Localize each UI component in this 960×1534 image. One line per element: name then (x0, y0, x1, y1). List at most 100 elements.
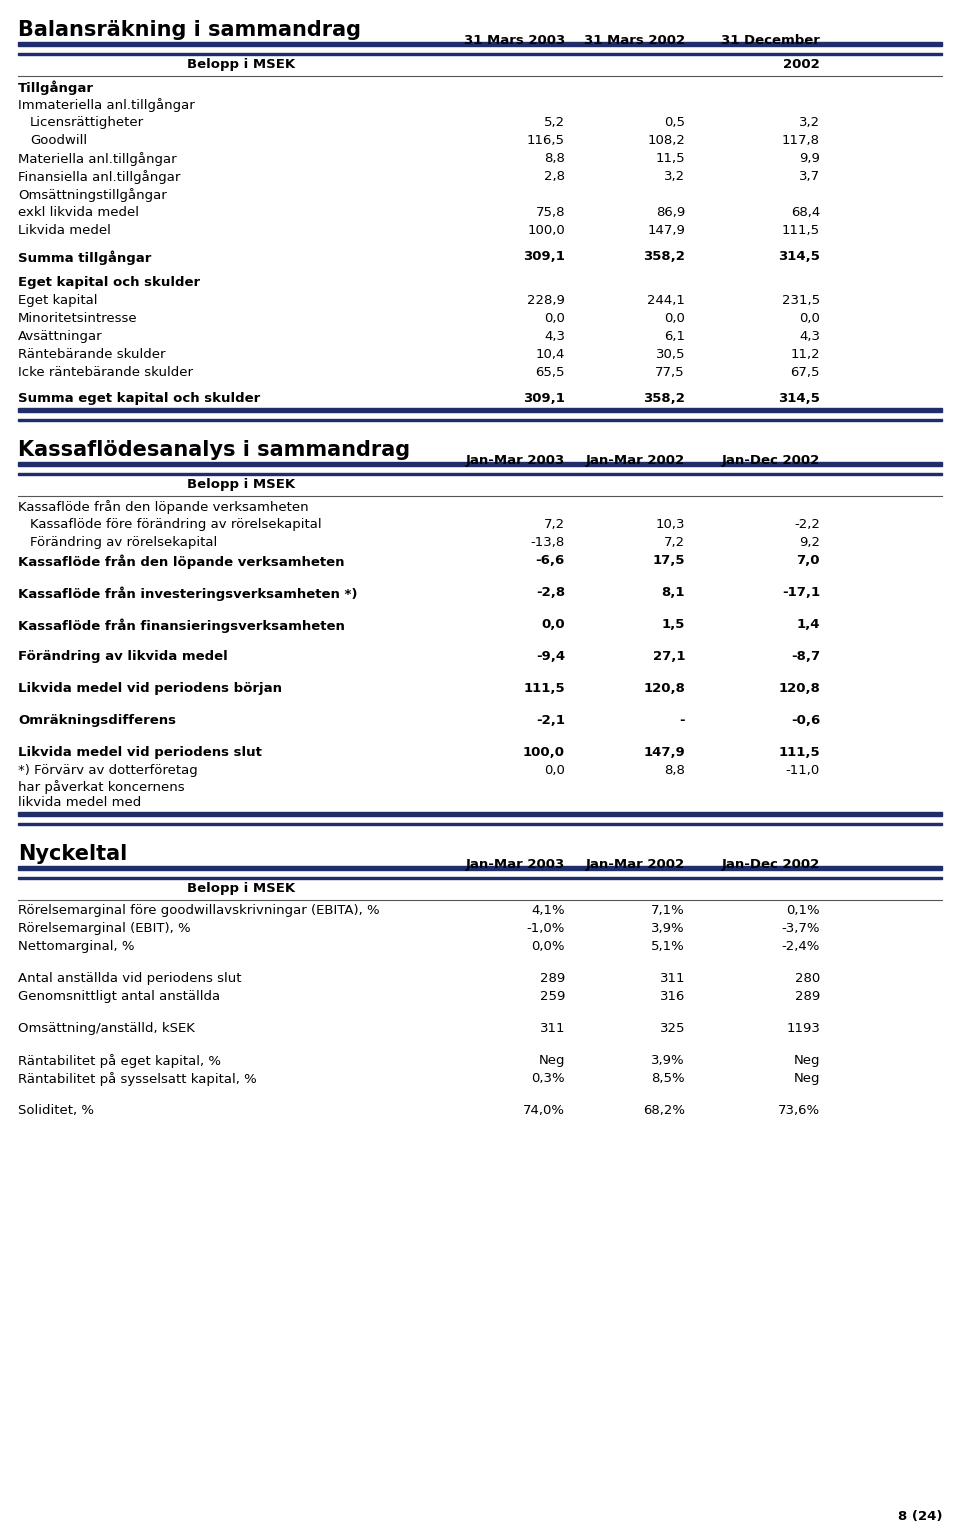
Text: 325: 325 (660, 1022, 685, 1035)
Text: Jan-Mar 2003: Jan-Mar 2003 (466, 858, 565, 871)
Text: 68,4: 68,4 (791, 206, 820, 219)
Text: Nyckeltal: Nyckeltal (18, 844, 128, 864)
Bar (18, 867, 942, 870)
Text: 17,5: 17,5 (653, 554, 685, 568)
Text: 7,2: 7,2 (664, 535, 685, 549)
Text: 0,3%: 0,3% (532, 1072, 565, 1085)
Text: Eget kapital: Eget kapital (18, 295, 98, 307)
Text: *) Förvärv av dotterföretag: *) Förvärv av dotterföretag (18, 764, 198, 778)
Text: 7,2: 7,2 (544, 518, 565, 531)
Text: 2,8: 2,8 (544, 170, 565, 183)
Text: 0,1%: 0,1% (786, 904, 820, 917)
Text: 74,0%: 74,0% (523, 1104, 565, 1117)
Text: -9,4: -9,4 (536, 650, 565, 663)
Text: 7,0: 7,0 (797, 554, 820, 568)
Text: 8,8: 8,8 (664, 764, 685, 778)
Text: 11,5: 11,5 (656, 152, 685, 166)
Text: Omsättningstillgångar: Omsättningstillgångar (18, 189, 167, 202)
Text: Finansiella anl.tillgångar: Finansiella anl.tillgångar (18, 170, 180, 184)
Text: Belopp i MSEK: Belopp i MSEK (187, 479, 295, 491)
Text: 68,2%: 68,2% (643, 1104, 685, 1117)
Text: Kassaflöde från finansieringsverksamheten: Kassaflöde från finansieringsverksamhete… (18, 618, 345, 632)
Text: 0,0: 0,0 (541, 618, 565, 630)
Text: 100,0: 100,0 (527, 224, 565, 236)
Bar (18, 462, 942, 466)
Text: 289: 289 (795, 989, 820, 1003)
Text: Räntebärande skulder: Räntebärande skulder (18, 348, 165, 360)
Text: Jan-Mar 2002: Jan-Mar 2002 (586, 454, 685, 466)
Text: 4,3: 4,3 (799, 330, 820, 344)
Bar (18, 811, 942, 816)
Text: 1,5: 1,5 (661, 618, 685, 630)
Text: Licensrättigheter: Licensrättigheter (30, 117, 144, 129)
Text: Rörelsemarginal (EBIT), %: Rörelsemarginal (EBIT), % (18, 922, 191, 936)
Text: 117,8: 117,8 (782, 133, 820, 147)
Text: Kassaflöde från den löpande verksamheten: Kassaflöde från den löpande verksamheten (18, 554, 345, 569)
Text: Genomsnittligt antal anställda: Genomsnittligt antal anställda (18, 989, 220, 1003)
Text: 147,9: 147,9 (643, 746, 685, 759)
Text: har påverkat koncernens: har påverkat koncernens (18, 779, 184, 795)
Bar (18, 41, 942, 46)
Text: 8,8: 8,8 (544, 152, 565, 166)
Text: 0,0: 0,0 (799, 311, 820, 325)
Text: Kassaflöde från investeringsverksamheten *): Kassaflöde från investeringsverksamheten… (18, 586, 357, 601)
Text: Eget kapital och skulder: Eget kapital och skulder (18, 276, 200, 288)
Text: 31 Mars 2002: 31 Mars 2002 (584, 34, 685, 48)
Text: 316: 316 (660, 989, 685, 1003)
Text: Rörelsemarginal före goodwillavskrivningar (EBITA), %: Rörelsemarginal före goodwillavskrivning… (18, 904, 379, 917)
Text: 111,5: 111,5 (523, 683, 565, 695)
Text: 116,5: 116,5 (527, 133, 565, 147)
Text: Omräkningsdifferens: Omräkningsdifferens (18, 713, 176, 727)
Text: 31 December: 31 December (721, 34, 820, 48)
Text: 8,5%: 8,5% (652, 1072, 685, 1085)
Text: Kassaflöde före förändring av rörelsekapital: Kassaflöde före förändring av rörelsekap… (30, 518, 322, 531)
Text: 8,1: 8,1 (661, 586, 685, 598)
Text: 9,2: 9,2 (799, 535, 820, 549)
Text: 314,5: 314,5 (779, 250, 820, 262)
Text: 7,1%: 7,1% (651, 904, 685, 917)
Text: Materiella anl.tillgångar: Materiella anl.tillgångar (18, 152, 177, 166)
Text: Likvida medel vid periodens slut: Likvida medel vid periodens slut (18, 746, 262, 759)
Text: 3,7: 3,7 (799, 170, 820, 183)
Text: 0,0%: 0,0% (532, 940, 565, 953)
Text: 259: 259 (540, 989, 565, 1003)
Text: Kassaflödesanalys i sammandrag: Kassaflödesanalys i sammandrag (18, 440, 410, 460)
Text: Neg: Neg (794, 1054, 820, 1068)
Text: Neg: Neg (539, 1054, 565, 1068)
Text: 5,1%: 5,1% (651, 940, 685, 953)
Text: Förändring av likvida medel: Förändring av likvida medel (18, 650, 228, 663)
Text: 3,9%: 3,9% (652, 922, 685, 936)
Bar (18, 408, 942, 413)
Bar (18, 824, 942, 825)
Text: Kassaflöde från den löpande verksamheten: Kassaflöde från den löpande verksamheten (18, 500, 308, 514)
Text: Jan-Mar 2003: Jan-Mar 2003 (466, 454, 565, 466)
Text: -3,7%: -3,7% (781, 922, 820, 936)
Text: Antal anställda vid periodens slut: Antal anställda vid periodens slut (18, 973, 242, 985)
Text: -8,7: -8,7 (791, 650, 820, 663)
Text: exkl likvida medel: exkl likvida medel (18, 206, 139, 219)
Text: 358,2: 358,2 (643, 250, 685, 262)
Text: 314,5: 314,5 (779, 393, 820, 405)
Text: Likvida medel vid periodens början: Likvida medel vid periodens början (18, 683, 282, 695)
Text: 120,8: 120,8 (643, 683, 685, 695)
Text: 3,2: 3,2 (664, 170, 685, 183)
Text: Jan-Dec 2002: Jan-Dec 2002 (722, 454, 820, 466)
Text: 10,4: 10,4 (536, 348, 565, 360)
Text: Likvida medel: Likvida medel (18, 224, 110, 236)
Text: 311: 311 (660, 973, 685, 985)
Text: -2,1: -2,1 (536, 713, 565, 727)
Text: 0,5: 0,5 (664, 117, 685, 129)
Text: 3,9%: 3,9% (652, 1054, 685, 1068)
Text: 10,3: 10,3 (656, 518, 685, 531)
Text: 289: 289 (540, 973, 565, 985)
Text: 5,2: 5,2 (544, 117, 565, 129)
Text: Summa tillgångar: Summa tillgångar (18, 250, 152, 264)
Text: Immateriella anl.tillgångar: Immateriella anl.tillgångar (18, 98, 195, 112)
Text: 77,5: 77,5 (656, 367, 685, 379)
Text: likvida medel med: likvida medel med (18, 796, 141, 808)
Text: -13,8: -13,8 (531, 535, 565, 549)
Text: -2,8: -2,8 (536, 586, 565, 598)
Text: 309,1: 309,1 (523, 393, 565, 405)
Text: -0,6: -0,6 (791, 713, 820, 727)
Text: 73,6%: 73,6% (778, 1104, 820, 1117)
